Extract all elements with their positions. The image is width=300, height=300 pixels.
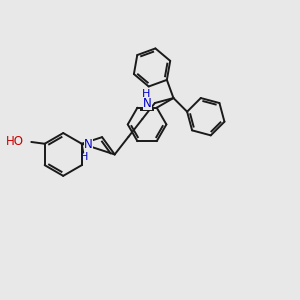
Text: HO: HO — [6, 135, 24, 148]
Text: H: H — [80, 152, 88, 162]
Text: H: H — [142, 88, 151, 98]
Text: N: N — [143, 97, 152, 110]
Text: N: N — [84, 138, 93, 151]
